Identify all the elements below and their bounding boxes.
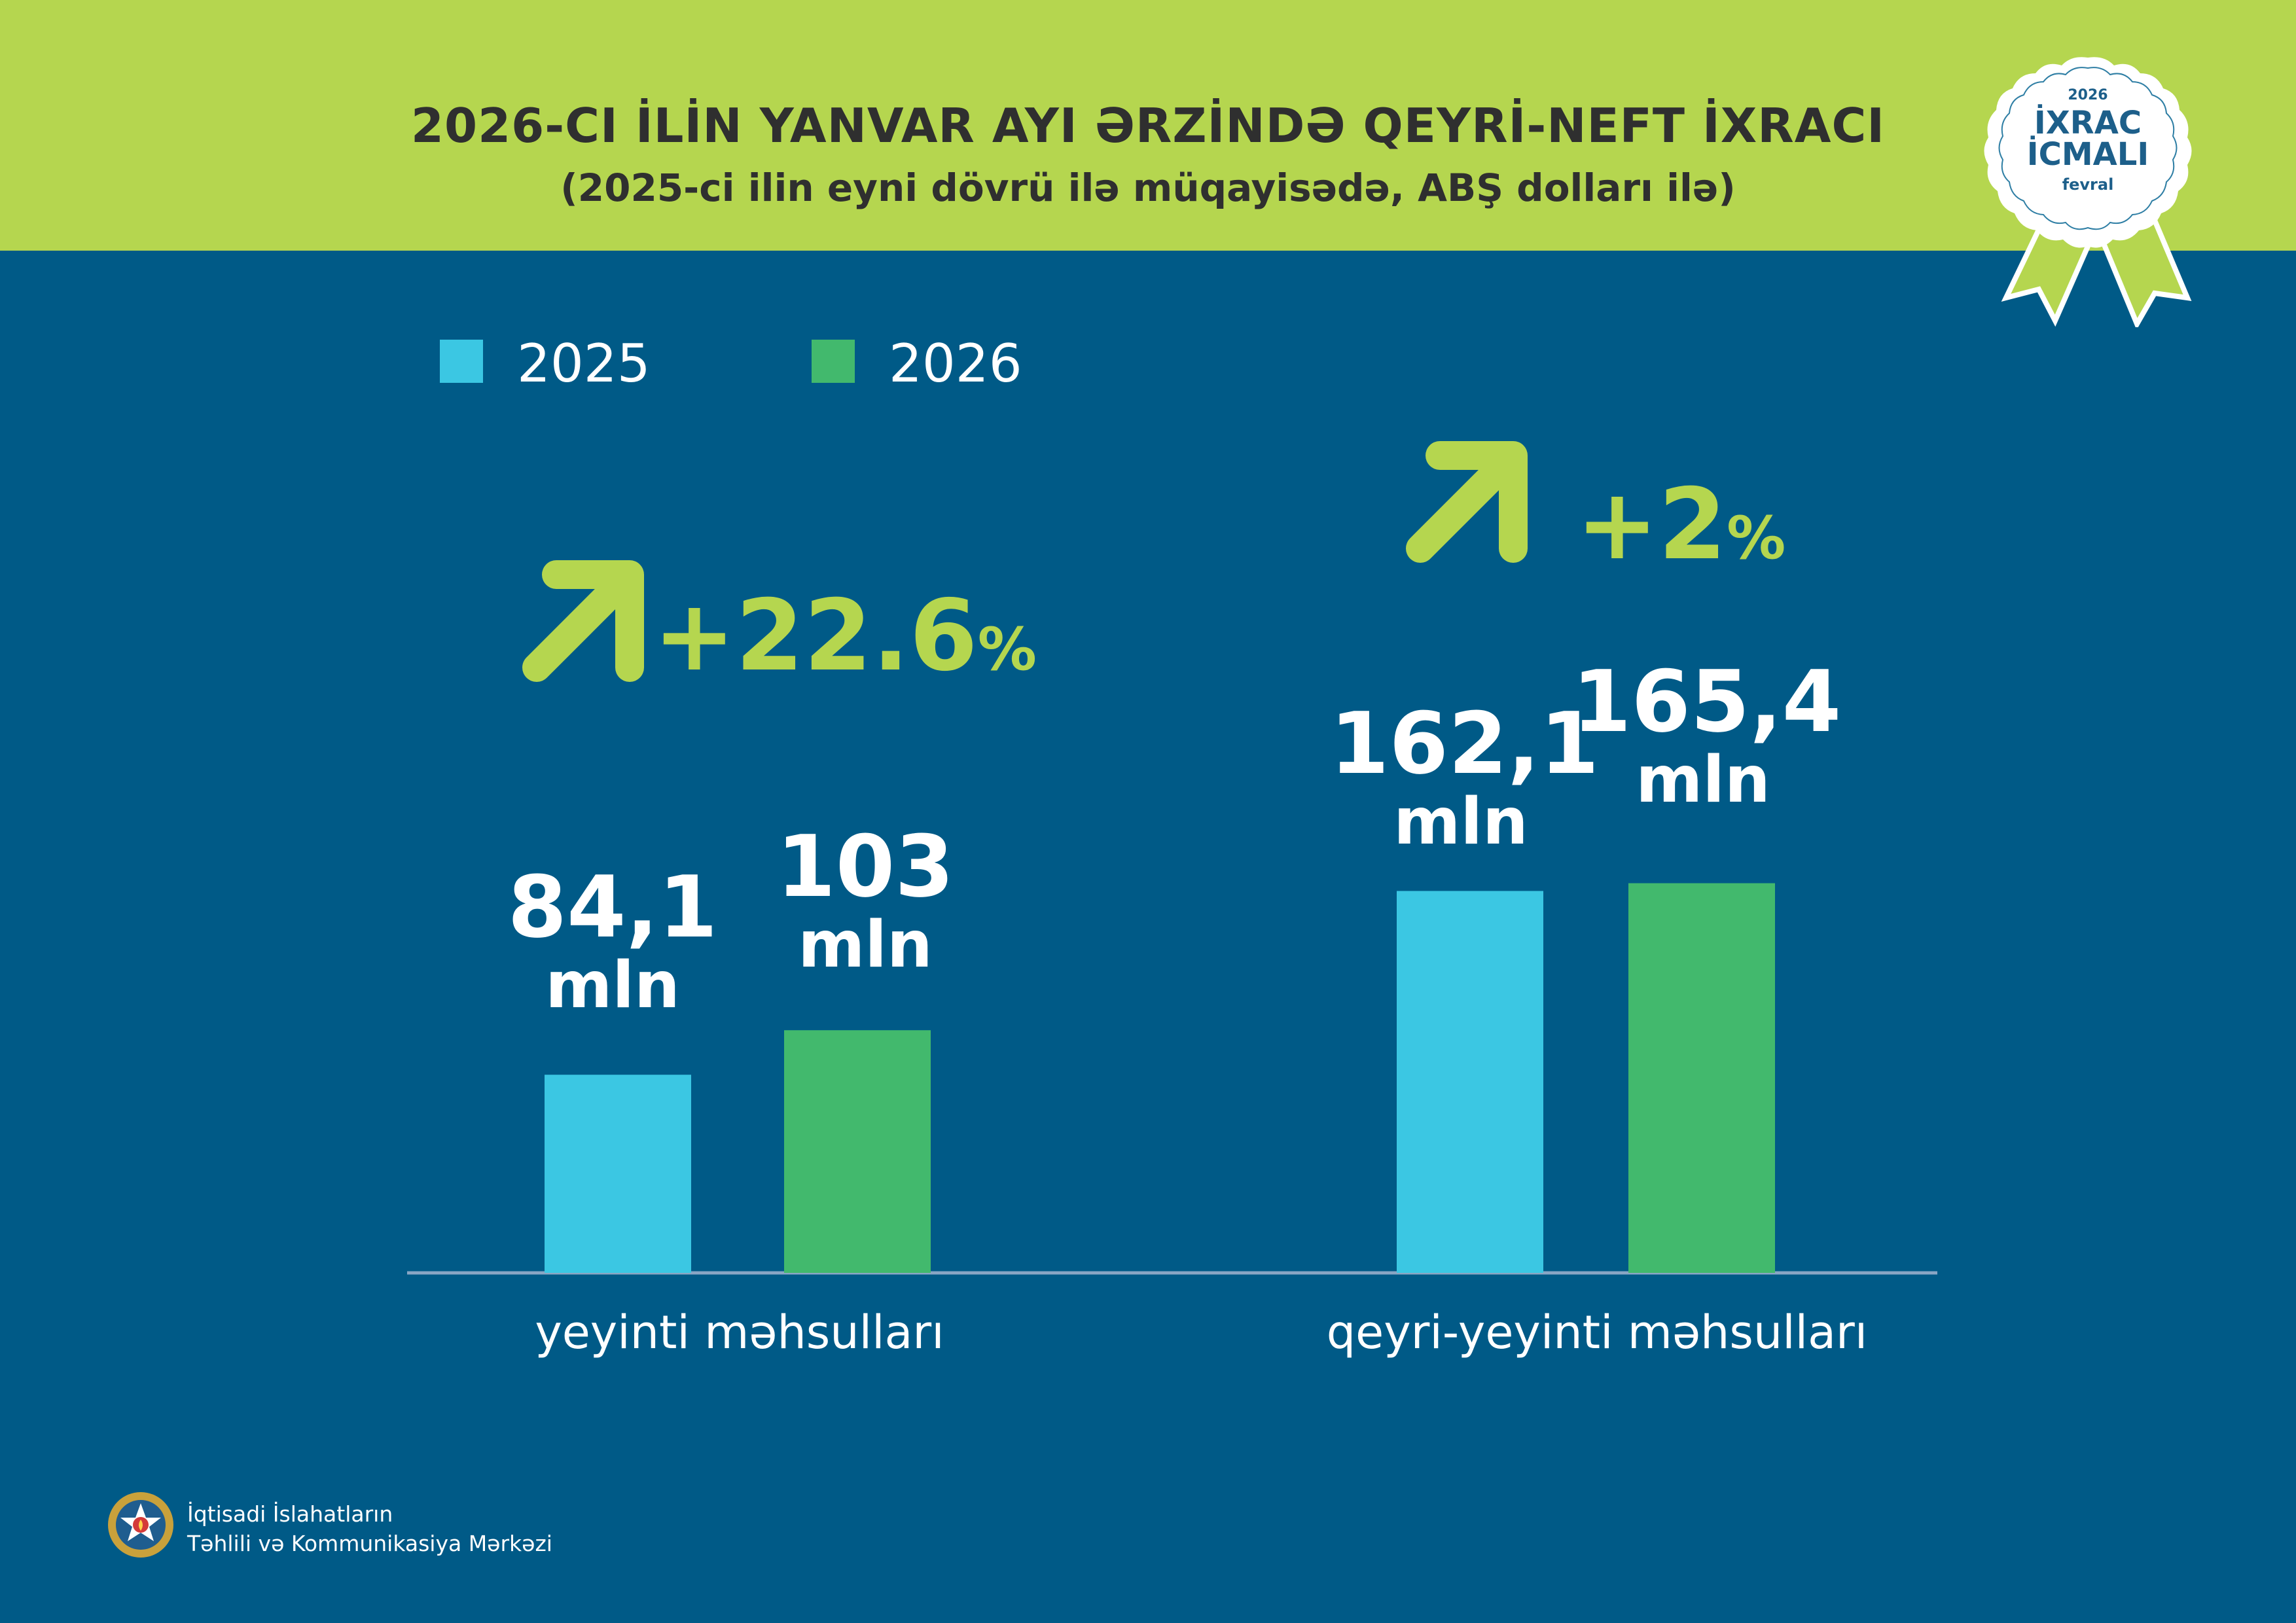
bar-food-2026 <box>784 1030 931 1273</box>
bar-nonfood-2026 <box>1628 883 1775 1273</box>
page-subtitle: (2025-ci ilin eyni dövrü ilə müqayisədə,… <box>560 166 1736 210</box>
category-label-food: yeyinti məhsulları <box>535 1306 944 1359</box>
org-name: İqtisadi İslahatların Təhlili və Kommuni… <box>187 1500 552 1558</box>
change-value: +22.6 <box>653 579 978 693</box>
value-unit: mln <box>798 907 933 982</box>
badge-icon: 2026 İXRAC İCMALI fevral <box>1984 57 2192 327</box>
badge-line1: İXRAC <box>2034 104 2142 141</box>
badge-line2: İCMALI <box>2027 135 2149 173</box>
category-label-nonfood: qeyri-yeyinti məhsulları <box>1326 1306 1868 1359</box>
value-number: 165,4 <box>1572 652 1842 751</box>
change-food: +22.6% <box>653 579 1037 693</box>
change-nonfood: +2% <box>1576 468 1785 582</box>
value-number: 162,1 <box>1330 694 1600 793</box>
emblem-icon <box>108 1492 173 1558</box>
legend-swatch-2026 <box>812 340 855 383</box>
value-number: 103 <box>776 817 954 916</box>
bar-food-2025 <box>545 1075 691 1273</box>
bar-nonfood-2025 <box>1397 891 1543 1273</box>
org-name-line2: Təhlili və Kommunikasiya Mərkəzi <box>187 1530 552 1556</box>
change-suffix: % <box>977 615 1037 684</box>
legend-swatch-2025 <box>440 340 483 383</box>
page-title: 2026-CI İLİN YANVAR AYI ƏRZİNDƏ QEYRİ-NE… <box>410 98 1886 153</box>
up-arrow-icon <box>1406 441 1528 563</box>
value-unit: mln <box>1393 784 1528 859</box>
badge-month: fevral <box>2062 175 2114 194</box>
change-value: +2 <box>1576 468 1727 582</box>
value-unit: mln <box>1636 742 1770 817</box>
value-unit: mln <box>545 948 680 1023</box>
legend-label-2025: 2025 <box>517 333 651 394</box>
value-label-nonfood-2026: 165,4 mln <box>1572 652 1842 817</box>
value-label-food-2026: 103 mln <box>734 822 996 978</box>
badge-inner-ring <box>1998 67 2178 230</box>
badge-rosette <box>1984 57 2192 248</box>
legend-label-2026: 2026 <box>889 333 1022 394</box>
up-arrow-icon <box>522 560 644 682</box>
value-label-nonfood-2025: 162,1 mln <box>1330 694 1600 859</box>
value-label-food-2025: 84,1 mln <box>482 863 744 1019</box>
org-name-line1: İqtisadi İslahatların <box>187 1501 393 1527</box>
change-suffix: % <box>1727 504 1786 573</box>
badge-year: 2026 <box>2068 87 2108 103</box>
value-number: 84,1 <box>507 857 718 957</box>
header-band <box>0 0 2296 251</box>
